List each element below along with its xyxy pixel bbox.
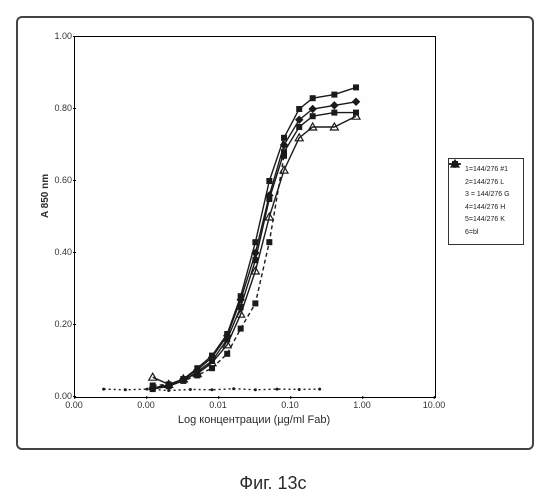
legend-label: 4=144/276 H <box>465 203 505 214</box>
x-tick-label: 0.10 <box>281 400 299 410</box>
x-axis-label: Log концентрации (µg/ml Fab) <box>74 414 434 426</box>
figure-caption: Фиг. 13с <box>0 473 546 494</box>
y-tick-label: 0.80 <box>48 103 72 113</box>
legend-label: 2=144/276 L <box>465 178 504 189</box>
legend-marker-icon <box>452 228 462 238</box>
chart-plot-area <box>74 36 436 398</box>
y-tick-label: 1.00 <box>48 31 72 41</box>
legend-label: 1=144/276 #1 <box>465 165 508 176</box>
y-tick-label: 0.60 <box>48 175 72 185</box>
legend-label: 6=bl <box>465 228 478 239</box>
legend-item: 3 = 144/276 G <box>452 190 520 201</box>
x-tick-label: 0.00 <box>137 400 155 410</box>
legend-item: 1=144/276 #1 <box>452 165 520 176</box>
legend-item: 2=144/276 L <box>452 178 520 189</box>
page: A 850 nm 0.000.200.400.600.801.00 0.000.… <box>0 0 546 500</box>
x-tick-label: 0.01 <box>209 400 227 410</box>
legend: 1=144/276 #1 2=144/276 L3 = 144/276 G 4=14… <box>448 158 524 245</box>
y-tick-label: 0.20 <box>48 319 72 329</box>
legend-marker-icon <box>452 215 462 225</box>
x-tick-label: 1.00 <box>353 400 371 410</box>
x-tick-label: 10.00 <box>423 400 446 410</box>
legend-marker-icon <box>452 190 462 200</box>
legend-item: 6=bl <box>452 228 520 239</box>
legend-item: 4=144/276 H <box>452 203 520 214</box>
legend-marker-icon <box>452 203 462 213</box>
legend-item: 5=144/276 K <box>452 215 520 226</box>
x-tick-label: 0.00 <box>65 400 83 410</box>
chart-svg <box>75 37 435 397</box>
legend-label: 5=144/276 K <box>465 215 505 226</box>
legend-label: 3 = 144/276 G <box>465 190 510 201</box>
legend-marker-icon <box>452 178 462 188</box>
figure-frame: A 850 nm 0.000.200.400.600.801.00 0.000.… <box>16 16 534 450</box>
y-tick-label: 0.40 <box>48 247 72 257</box>
